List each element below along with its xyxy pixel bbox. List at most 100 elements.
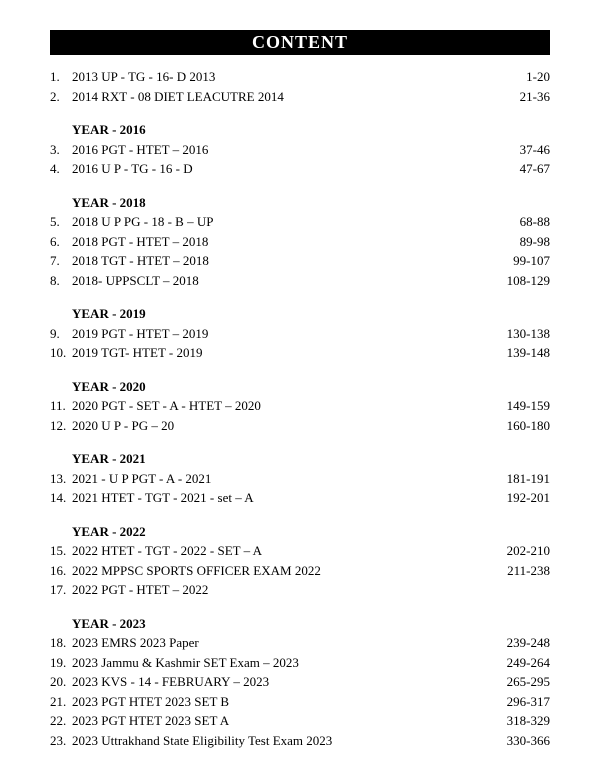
toc-number: 22.	[50, 711, 72, 731]
toc-row: 12.2020 U P - PG – 20 160-180	[50, 416, 550, 436]
toc-left: 6.2018 PGT - HTET – 2018	[50, 232, 208, 252]
toc-number: 15.	[50, 541, 72, 561]
toc-title: 2023 KVS - 14 - FEBRUARY – 2023	[72, 672, 269, 692]
year-section-header: YEAR - 2022	[50, 522, 550, 542]
toc-pages: 68-88	[520, 212, 550, 232]
toc-number: 3.	[50, 140, 72, 160]
toc-left: 3.2016 PGT - HTET – 2016	[50, 140, 208, 160]
toc-row: 6.2018 PGT - HTET – 2018 89-98	[50, 232, 550, 252]
toc-pages: 239-248	[507, 633, 550, 653]
toc-row: 23.2023 Uttrakhand State Eligibility Tes…	[50, 731, 550, 751]
toc-pages: 37-46	[520, 140, 550, 160]
toc-left: 16.2022 MPPSC SPORTS OFFICER EXAM 2022	[50, 561, 321, 581]
toc-title: 2020 PGT - SET - A - HTET – 2020	[72, 396, 261, 416]
year-section-header: YEAR - 2018	[50, 193, 550, 213]
toc-row: 18.2023 EMRS 2023 Paper 239-248	[50, 633, 550, 653]
toc-left: 19.2023 Jammu & Kashmir SET Exam – 2023	[50, 653, 299, 673]
toc-left: 5.2018 U P PG - 18 - B – UP	[50, 212, 213, 232]
toc-left: 21.2023 PGT HTET 2023 SET B	[50, 692, 229, 712]
toc-row: 11.2020 PGT - SET - A - HTET – 2020 149-1…	[50, 396, 550, 416]
toc-number: 20.	[50, 672, 72, 692]
toc-pages: 211-238	[507, 561, 550, 581]
toc-row: 22.2023 PGT HTET 2023 SET A 318-329	[50, 711, 550, 731]
year-section-header: YEAR - 2023	[50, 614, 550, 634]
toc-title: 2023 Jammu & Kashmir SET Exam – 2023	[72, 653, 299, 673]
year-section-header: YEAR - 2021	[50, 449, 550, 469]
toc-number: 7.	[50, 251, 72, 271]
toc-left: 10.2019 TGT- HTET - 2019	[50, 343, 202, 363]
toc-title: 2019 TGT- HTET - 2019	[72, 343, 202, 363]
toc-number: 6.	[50, 232, 72, 252]
toc-row: 9.2019 PGT - HTET – 2019 130-138	[50, 324, 550, 344]
toc-number: 12.	[50, 416, 72, 436]
toc-title: 2023 PGT HTET 2023 SET A	[72, 711, 229, 731]
toc-number: 13.	[50, 469, 72, 489]
toc-left: 15.2022 HTET - TGT - 2022 - SET – A	[50, 541, 262, 561]
content-list: 1.2013 UP - TG - 16- D 20131-202.2014 RX…	[50, 67, 550, 750]
toc-left: 11.2020 PGT - SET - A - HTET – 2020	[50, 396, 261, 416]
toc-number: 19.	[50, 653, 72, 673]
toc-pages: 149-159	[507, 396, 550, 416]
toc-left: 20.2023 KVS - 14 - FEBRUARY – 2023	[50, 672, 269, 692]
toc-title: 2021 HTET - TGT - 2021 - set – A	[72, 488, 254, 508]
toc-number: 21.	[50, 692, 72, 712]
toc-left: 17.2022 PGT - HTET – 2022	[50, 580, 208, 600]
toc-pages: 108-129	[507, 271, 550, 291]
toc-left: 22.2023 PGT HTET 2023 SET A	[50, 711, 229, 731]
toc-pages: 99-107	[513, 251, 550, 271]
toc-pages: 265-295	[507, 672, 550, 692]
toc-number: 11.	[50, 396, 72, 416]
toc-title: 2023 Uttrakhand State Eligibility Test E…	[72, 731, 332, 751]
toc-left: 12.2020 U P - PG – 20	[50, 416, 174, 436]
toc-number: 18.	[50, 633, 72, 653]
toc-number: 17.	[50, 580, 72, 600]
toc-left: 7.2018 TGT - HTET – 2018	[50, 251, 209, 271]
toc-pages: 249-264	[507, 653, 550, 673]
toc-number: 10.	[50, 343, 72, 363]
toc-row: 4.2016 U P - TG - 16 - D47-67	[50, 159, 550, 179]
toc-number: 23.	[50, 731, 72, 751]
toc-pages: 296-317	[507, 692, 550, 712]
toc-number: 1.	[50, 67, 72, 87]
toc-pages: 89-98	[520, 232, 550, 252]
year-section-header: YEAR - 2020	[50, 377, 550, 397]
toc-pages: 330-366	[507, 731, 550, 751]
toc-row: 13.2021 - U P PGT - A - 2021 181-191	[50, 469, 550, 489]
toc-pages: 130-138	[507, 324, 550, 344]
toc-title: 2018- UPPSCLT – 2018	[72, 271, 199, 291]
toc-row: 16.2022 MPPSC SPORTS OFFICER EXAM 2022 21…	[50, 561, 550, 581]
toc-left: 23.2023 Uttrakhand State Eligibility Tes…	[50, 731, 332, 751]
content-header: CONTENT	[50, 30, 550, 55]
toc-title: 2018 TGT - HTET – 2018	[72, 251, 209, 271]
toc-title: 2014 RXT - 08 DIET LEACUTRE 2014	[72, 87, 284, 107]
toc-left: 9.2019 PGT - HTET – 2019	[50, 324, 208, 344]
toc-row: 15.2022 HTET - TGT - 2022 - SET – A 202-2…	[50, 541, 550, 561]
toc-pages: 47-67	[520, 159, 550, 179]
toc-title: 2022 HTET - TGT - 2022 - SET – A	[72, 541, 262, 561]
toc-left: 14.2021 HTET - TGT - 2021 - set – A	[50, 488, 254, 508]
toc-row: 8.2018- UPPSCLT – 2018 108-129	[50, 271, 550, 291]
toc-number: 8.	[50, 271, 72, 291]
toc-title: 2019 PGT - HTET – 2019	[72, 324, 208, 344]
toc-title: 2023 EMRS 2023 Paper	[72, 633, 199, 653]
year-section-header: YEAR - 2016	[50, 120, 550, 140]
toc-row: 1.2013 UP - TG - 16- D 2013 1-20	[50, 67, 550, 87]
toc-title: 2023 PGT HTET 2023 SET B	[72, 692, 229, 712]
toc-title: 2013 UP - TG - 16- D 2013	[72, 67, 215, 87]
toc-title: 2016 PGT - HTET – 2016	[72, 140, 208, 160]
toc-number: 4.	[50, 159, 72, 179]
toc-pages: 160-180	[507, 416, 550, 436]
toc-pages: 181-191	[507, 469, 550, 489]
toc-title: 2018 PGT - HTET – 2018	[72, 232, 208, 252]
toc-left: 18.2023 EMRS 2023 Paper	[50, 633, 199, 653]
toc-row: 20.2023 KVS - 14 - FEBRUARY – 2023 265-29…	[50, 672, 550, 692]
toc-pages: 192-201	[507, 488, 550, 508]
toc-row: 14.2021 HTET - TGT - 2021 - set – A 192-2…	[50, 488, 550, 508]
toc-pages: 1-20	[526, 67, 550, 87]
toc-left: 13.2021 - U P PGT - A - 2021	[50, 469, 211, 489]
toc-pages: 202-210	[507, 541, 550, 561]
toc-title: 2022 PGT - HTET – 2022	[72, 580, 208, 600]
toc-row: 17.2022 PGT - HTET – 2022	[50, 580, 550, 600]
toc-pages: 318-329	[507, 711, 550, 731]
toc-row: 10.2019 TGT- HTET - 2019139-148	[50, 343, 550, 363]
